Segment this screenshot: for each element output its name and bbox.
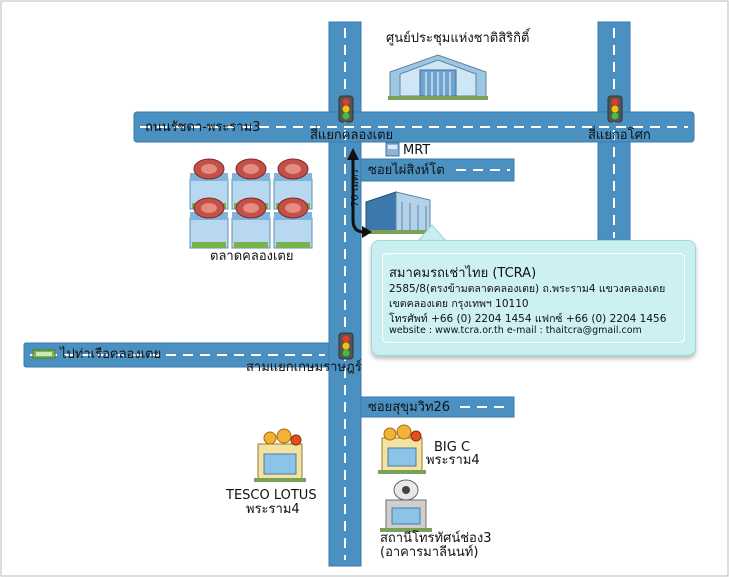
label-to-pier: ไปท่าเรือคลองเตย: [60, 347, 162, 362]
label-khlong-toei-market: ตลาดคลองเตย: [210, 249, 294, 264]
convention-center-icon: [388, 54, 488, 100]
bigc-icon: [378, 424, 426, 474]
road-to-pier: [23, 342, 330, 368]
address-line1: 2585/8(ตรงข้ามตลาดคลองเตย) ถ.พระราม4 แขว…: [389, 283, 666, 295]
label-channel3-building: (อาคารมาลีนนท์): [380, 545, 479, 560]
mrt-icon: [385, 142, 400, 157]
label-junction-khlong-toei: สี่แยกคลองเตย: [310, 128, 394, 143]
road-soi-sukhumvit26: [360, 396, 515, 418]
address-callout-inner: [382, 253, 685, 343]
label-tesco-branch: พระราม4: [246, 502, 300, 517]
label-soi-phai-sing-to: ซอยไผ่สิงห์โต: [368, 163, 445, 178]
address-web: website : www.tcra.or.th e-mail : thaitc…: [389, 325, 642, 336]
distance-label: 70 เมตร: [350, 169, 361, 207]
label-mrt: MRT: [403, 143, 431, 158]
traffic-light-kasem-icon: [338, 332, 354, 360]
label-junction-asoke: สี่แยกอโศก: [588, 128, 651, 143]
label-channel3-name: สถานีโทรทัศน์ช่อง3: [380, 531, 492, 546]
address-phone: โทรศัพท์ +66 (0) 2204 1454 แฟกซ์ +66 (0)…: [389, 313, 667, 325]
label-soi-sukhumvit26: ซอยสุขุมวิท26: [368, 400, 451, 415]
traffic-light-asoke-icon: [607, 95, 623, 123]
tcra-building-icon: [362, 191, 434, 234]
pier-icon: [32, 349, 56, 359]
route-arrow-head-up: [347, 148, 359, 160]
channel3-icon: [380, 479, 432, 532]
road-soi-phai-sing-to: [360, 158, 515, 182]
address-line2: เขตคลองเตย กรุงเทพฯ 10110: [389, 298, 529, 310]
label-junction-kasem: สามแยกเกษมราษฎร์: [246, 360, 362, 375]
address-callout: [371, 240, 696, 356]
label-bigc-name: BIG C: [434, 440, 471, 455]
market-stalls-icon: [189, 158, 313, 249]
tesco-lotus-icon: [254, 428, 306, 482]
label-tesco-name: TESCO LOTUS: [226, 488, 317, 503]
label-convention-center: ศูนย์ประชุมแห่งชาติสิริกิติ์: [386, 31, 530, 46]
address-org: สมาคมรถเช่าไทย (TCRA): [389, 266, 537, 281]
route-arrow-head-right: [362, 226, 372, 238]
label-bigc-branch: พระราม4: [426, 453, 480, 468]
traffic-light-khlong-toei-icon: [338, 95, 354, 123]
label-ratchada-rama3: ถนนรัชดา-พระราม3: [145, 120, 261, 135]
